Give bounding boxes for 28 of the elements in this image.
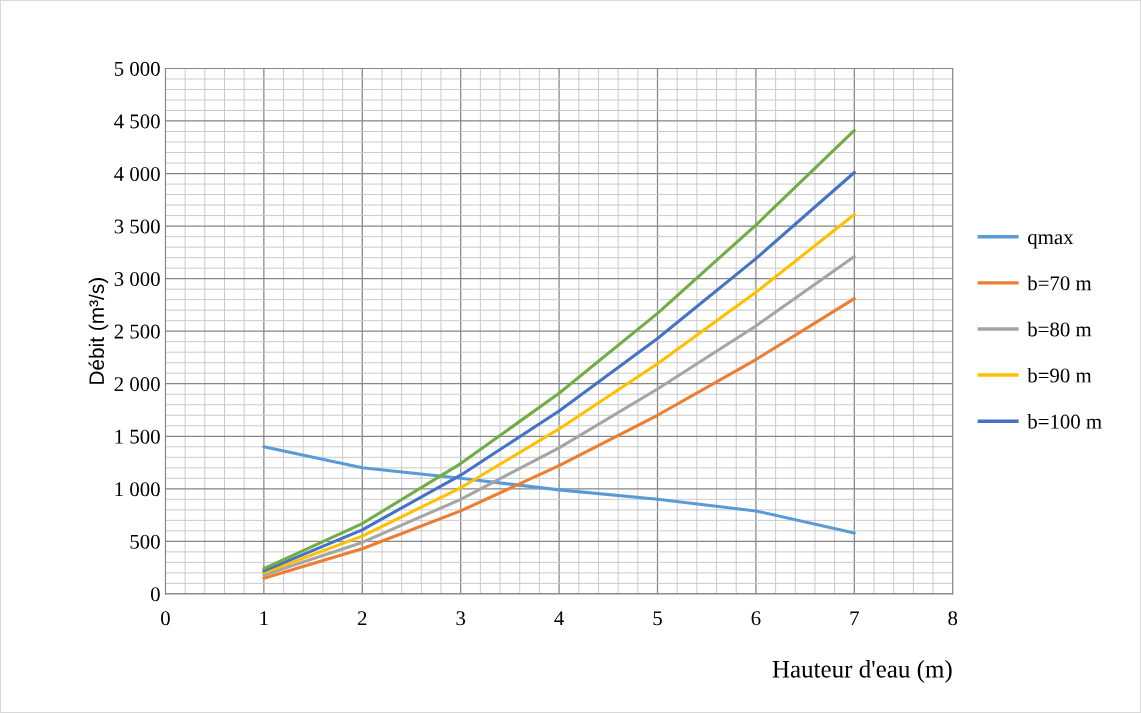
x-tick-label: 3 bbox=[456, 611, 466, 626]
x-tick-label: 6 bbox=[751, 611, 761, 626]
y-tick-label: 4 000 bbox=[114, 166, 160, 181]
y-tick-label: 4 500 bbox=[114, 114, 160, 129]
y-tick-label: 2 000 bbox=[114, 377, 160, 392]
x-tick-label: 1 bbox=[260, 611, 268, 626]
y-tick-label: 1 000 bbox=[115, 482, 160, 497]
x-tick-label: 8 bbox=[948, 611, 958, 626]
legend-label: b=90 m bbox=[1027, 367, 1092, 383]
legend-label: b=70 m bbox=[1027, 275, 1092, 291]
y-tick-label: 3 000 bbox=[114, 272, 160, 287]
y-tick-label: 1 500 bbox=[115, 429, 160, 444]
y-tick-label: 0 bbox=[150, 587, 160, 602]
x-tick-label: 2 bbox=[357, 611, 367, 626]
x-tick-label: 7 bbox=[850, 611, 859, 626]
x-tick-label: 5 bbox=[653, 611, 662, 626]
legend-label: b=100 m bbox=[1027, 414, 1102, 429]
x-tick-label: 4 bbox=[554, 611, 564, 626]
y-tick-label: 500 bbox=[130, 534, 160, 549]
line-series bbox=[262, 445, 856, 535]
y-axis-title: Débit (m³/s) bbox=[88, 278, 109, 384]
legend-label: qmax bbox=[1028, 234, 1074, 249]
x-tick-label: 0 bbox=[161, 611, 170, 626]
y-tick-label: 2 500 bbox=[114, 324, 160, 339]
x-axis-title: Hauteur d'eau (m) bbox=[772, 660, 952, 683]
y-tick-label: 5 000 bbox=[114, 61, 160, 76]
y-tick-label: 3 500 bbox=[114, 219, 160, 234]
legend-label: b=80 m bbox=[1027, 321, 1092, 337]
